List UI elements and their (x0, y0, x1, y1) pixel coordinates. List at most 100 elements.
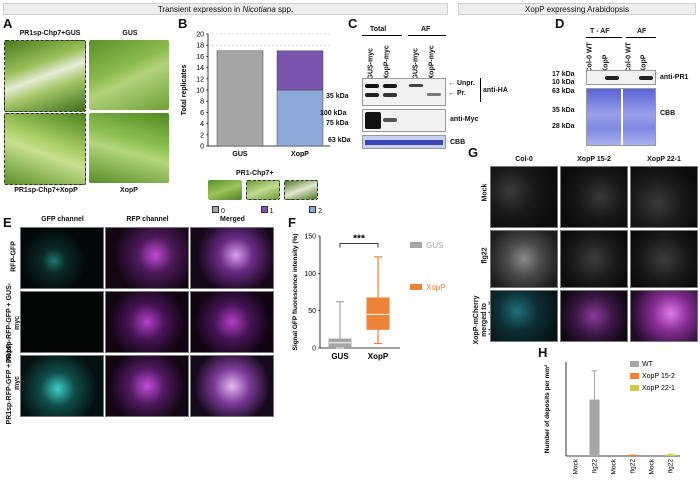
b-ytick-label-3: 6 (200, 110, 204, 117)
micrograph-g-mcherry-col0 (490, 290, 558, 342)
kda-35-d: 35 kDa (552, 107, 575, 114)
lane-label-c-3: GUS-myc (412, 47, 420, 80)
band-pr1-af-xopp (639, 76, 653, 80)
panel-c-total-label: Total (370, 26, 387, 33)
panel-a-label-tl: PR1sp-Chp7+GUS (19, 30, 81, 37)
panel-letter-d: D (555, 16, 565, 31)
h-xtick-label-1: flg22 (592, 459, 599, 473)
blot-cbb-c (362, 135, 446, 149)
leaf-photo-pr1-xopp (4, 113, 86, 185)
band-ha-1a (365, 84, 379, 88)
inset-leaf-1 (246, 180, 280, 200)
lane-label-d-2: XopP (602, 54, 610, 73)
panel-g-row-1: Mock (481, 183, 489, 202)
lane-label-d-1: Col-0 WT (586, 42, 594, 73)
b-ytick-label-2: 4 (200, 121, 204, 128)
band-pr1-xopp (605, 76, 619, 80)
kda-63-d: 63 kDa (552, 88, 575, 95)
f-ytick-label-1: 50 (308, 308, 316, 315)
band-myc-1 (365, 112, 381, 129)
h-legend-swatch-0 (630, 361, 639, 367)
panel-a-label-tr: GUS (122, 30, 138, 37)
panel-d-taf-label: T - AF (590, 28, 610, 35)
f-box-XopP (366, 297, 390, 330)
b-bar-GUS-0 (216, 50, 264, 147)
micrograph-g-mcherry-15 (560, 290, 628, 342)
blot-anti-pr1 (586, 70, 656, 85)
b-bar-XopP-1 (276, 50, 324, 91)
micrograph-g-flg22-22 (630, 230, 698, 288)
kda-10-d: 10 kDa (552, 79, 575, 86)
panel-letter-h: H (538, 345, 548, 360)
panel-f-chart: 0 50 100 150 GUS XopP *** GUS XopP Signal GFP flu… (292, 233, 446, 361)
b-ytick-label-10: 20 (196, 32, 204, 39)
f-legend-label-XopP: XopP (426, 283, 446, 292)
panel-h-chart: Mock flg22 Mock flg22 Mock flg22 WT XopP 15-2 Xo… (544, 361, 680, 475)
b-ytick-label-6: 12 (196, 76, 204, 83)
kda-75-c: 75 kDa (326, 120, 349, 127)
f-legend-label-GUS: GUS (426, 241, 443, 250)
b-bar-XopP-2 (276, 89, 324, 147)
micrograph-g-flg22-15 (560, 230, 628, 288)
micrograph-e-gfp-2 (20, 291, 104, 353)
unpr-label: ← Unpr. (448, 80, 475, 87)
h-xtick-label-4: Mock (649, 458, 656, 474)
h-bar-XopP 22-1-5 (665, 454, 676, 456)
anti-pr1-label: anti-PR1 (660, 74, 689, 81)
f-ylabel: Signal GFP fluorescence intensity (%) (292, 234, 299, 351)
panel-e-col-gfp: GFP channel (41, 216, 84, 223)
band-ha-2a (383, 84, 397, 88)
lane-label-d-3: Col-0 WT (625, 42, 633, 73)
f-legend-swatch-XopP (410, 284, 422, 290)
micrograph-g-mock-col0 (490, 166, 558, 228)
panel-a-label-bl: PR1sp-Chp7+XopP (14, 187, 78, 194)
legend-swatch-1 (260, 206, 268, 213)
panel-c-total-line (362, 35, 402, 36)
legend-item-0: 0 (212, 206, 225, 215)
panel-g-row-2: flg22 (481, 247, 489, 264)
panel-letter-a: A (3, 16, 13, 31)
panel-e-col-merged: Merged (220, 216, 245, 223)
transient-header: Transient expression in Nicotiana spp. (3, 3, 448, 15)
legend-swatch-2 (309, 206, 317, 213)
b-xtick-label-0: GUS (232, 151, 248, 158)
band-ha-3 (409, 84, 423, 87)
b-ylabel: Total replicates (181, 64, 188, 115)
panel-c-af-label: AF (421, 26, 431, 33)
micrograph-e-gfp-3 (20, 355, 104, 417)
micrograph-e-merged-3 (190, 355, 274, 417)
inset-leaf-0 (208, 180, 242, 200)
h-xtick-label-3: flg22 (630, 459, 637, 473)
b-ytick-label-4: 8 (200, 99, 204, 106)
micrograph-g-mcherry-22 (630, 290, 698, 342)
panel-d-taf-line (586, 37, 622, 38)
panel-letter-f: F (288, 215, 296, 230)
h-xtick-label-5: flg22 (668, 459, 675, 473)
lane-label-c-4: XopP-myc (428, 45, 436, 80)
h-legend-label-2: XopP 22-1 (642, 385, 675, 392)
arabidopsis-header: XopP expressing Arabidopsis (458, 3, 696, 15)
panel-letter-e: E (3, 215, 12, 230)
cbb-label-c: CBB (450, 139, 466, 146)
band-myc-2 (383, 118, 397, 122)
anti-myc-label: anti-Myc (450, 116, 479, 123)
f-xtick-label-0: GUS (331, 352, 349, 361)
pr-label: ← Pr. (448, 90, 466, 97)
leaf-photo-xopp (89, 113, 169, 183)
b-ytick-label-1: 2 (200, 132, 204, 139)
b-ytick-label-8: 16 (196, 54, 204, 61)
cbb-label-d: CBB (660, 110, 676, 117)
h-legend-label-0: WT (642, 361, 654, 368)
legend-swatch-0 (212, 206, 219, 213)
kda-35-c: 35 kDa (326, 93, 349, 100)
band-ha-4 (427, 93, 441, 96)
h-xtick-label-2: Mock (611, 458, 618, 474)
h-xtick-label-0: Mock (573, 458, 580, 474)
panel-b-chart: 0 2 4 6 8 10 12 14 16 18 20 GUS XopP Total replicates (181, 32, 330, 158)
h-legend-label-1: XopP 15-2 (642, 373, 675, 380)
micrograph-g-mock-15 (560, 166, 628, 228)
h-legend-swatch-1 (630, 373, 639, 379)
micrograph-g-flg22-col0 (490, 230, 558, 288)
b-ytick-label-7: 14 (196, 65, 204, 72)
anti-ha-label: anti-HA (483, 87, 508, 94)
